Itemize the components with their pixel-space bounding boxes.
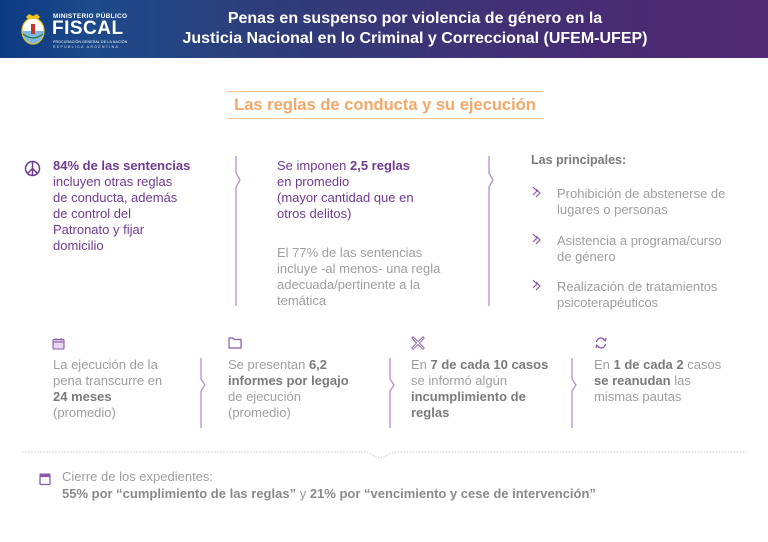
bracket-separator: [196, 358, 208, 428]
stat-prefix: Se presentan: [228, 357, 309, 372]
stat-suffix: las: [670, 373, 691, 388]
stat-bold: se reanudan: [594, 373, 671, 388]
stat-84-percent: 84% de las sentencias incluyen otras reg…: [53, 158, 223, 254]
item-line: de género: [557, 249, 616, 264]
closing-label: Cierre de los expedientes:: [62, 469, 214, 484]
stat-bold: 6,2: [308, 357, 328, 372]
closing-stats: 55% por “cumplimiento de las reglas” y 2…: [62, 486, 596, 502]
stat-line: (promedio): [228, 405, 291, 420]
logo-republica: REPÚBLICA ARGENTINA: [53, 45, 120, 49]
note-line: El 77% de las sentencias: [277, 245, 423, 260]
logo-procuracion: PROCURACIÓN GENERAL DE LA NACIÓN: [53, 40, 128, 44]
stat-prefix: En: [594, 357, 614, 372]
mpf-logo: MINISTERIO PÚBLICO FISCAL PROCURACIÓN GE…: [18, 8, 148, 50]
item-line: Asistencia a programa/curso: [557, 233, 722, 248]
stat-line: Patronato y fijar: [53, 222, 145, 237]
dotted-divider: [22, 451, 746, 459]
stat-bold: 7 de cada 10 casos: [430, 357, 549, 372]
cross-x-icon: [411, 336, 425, 350]
stat-6-2-informes: Se presentan 6,2 informes por legajo de …: [228, 357, 378, 421]
stat-7-de-10-casos: En 7 de cada 10 casos se informó algún i…: [411, 357, 581, 421]
item-line: lugares o personas: [557, 202, 668, 217]
stat-bold: 1 de cada 2: [613, 357, 684, 372]
stat-line: pena transcurre en: [53, 373, 163, 388]
refresh-icon: [595, 337, 607, 349]
peace-sign-icon: [24, 160, 41, 177]
bracket-separator: [231, 156, 243, 306]
stat-bold: reglas: [411, 405, 450, 420]
stat-line: La ejecución de la: [53, 357, 158, 372]
stat-bold: 2,5 reglas: [350, 158, 410, 173]
section-title-box: Las reglas de conducta y su ejecución: [227, 91, 543, 119]
item-line: Realización de tratamientos: [557, 279, 718, 294]
stat-1-de-2-casos: En 1 de cada 2 casos se reanudan las mis…: [594, 357, 764, 405]
logo-fiscal: FISCAL: [52, 18, 124, 39]
double-chevron-icon: [532, 186, 541, 198]
stat-line: de conducta, además: [53, 190, 178, 205]
stat-suffix: casos: [683, 357, 722, 372]
stat-bold: incumplimiento de: [411, 389, 526, 404]
stat-line: en promedio: [277, 174, 350, 189]
stat-bold: informes por legajo: [228, 373, 349, 388]
page-title: Penas en suspenso por violencia de géner…: [150, 9, 680, 49]
calendar-icon: [52, 338, 65, 350]
header-banner: MINISTERIO PÚBLICO FISCAL PROCURACIÓN GE…: [0, 0, 768, 58]
stat-prefix: Se imponen: [277, 158, 350, 173]
stat-line: domicilio: [53, 238, 104, 253]
note-line: incluye -al menos- una regla: [277, 261, 441, 276]
closing-joiner: y: [296, 486, 310, 501]
note-line: adecuada/pertinente a la: [277, 277, 421, 292]
stat-77-percent-note: El 77% de las sentencias incluye -al men…: [277, 245, 477, 309]
bracket-separator: [484, 156, 496, 306]
coat-of-arms-icon: [21, 14, 45, 45]
stat-line: se informó algún: [411, 373, 508, 388]
stat-2-5-reglas: Se imponen 2,5 reglas en promedio (mayor…: [277, 158, 477, 222]
item-line: Prohibición de abstenerse de: [557, 186, 726, 201]
title-line-1: Penas en suspenso por violencia de géner…: [227, 10, 603, 27]
note-line: temática: [277, 293, 327, 308]
item-line: psicoterapéuticos: [557, 295, 659, 310]
stat-line: incluyen otras reglas: [53, 174, 173, 189]
stat-line: de control del: [53, 206, 132, 221]
double-chevron-icon: [532, 279, 541, 291]
stat-line: otros delitos): [277, 206, 352, 221]
stat-line: de ejecución: [228, 389, 301, 404]
stat-bold: 24 meses: [53, 389, 112, 404]
stat-bold: 84% de las sentencias: [53, 158, 191, 173]
folder-icon: [228, 337, 242, 349]
bracket-separator: [567, 358, 579, 428]
stat-line: (promedio): [53, 405, 116, 420]
stat-line: (mayor cantidad que en: [277, 190, 414, 205]
closing-pct-cumplimiento: 55% por “cumplimiento de las reglas”: [62, 486, 297, 501]
stat-24-meses: La ejecución de la pena transcurre en 24…: [53, 357, 203, 421]
bracket-separator: [385, 358, 397, 428]
closing-pct-vencimiento: 21% por “vencimiento y cese de intervenc…: [309, 486, 596, 501]
stat-line: mismas pautas: [594, 389, 682, 404]
principales-title: Las principales:: [531, 153, 627, 167]
stat-prefix: En: [411, 357, 431, 372]
logo-ministerio: MINISTERIO PÚBLICO: [53, 13, 128, 20]
double-chevron-icon: [532, 233, 541, 245]
title-line-2: Justicia Nacional en lo Criminal y Corre…: [182, 30, 648, 47]
section-title: Las reglas de conducta y su ejecución: [234, 95, 536, 114]
archive-box-icon: [39, 473, 51, 486]
